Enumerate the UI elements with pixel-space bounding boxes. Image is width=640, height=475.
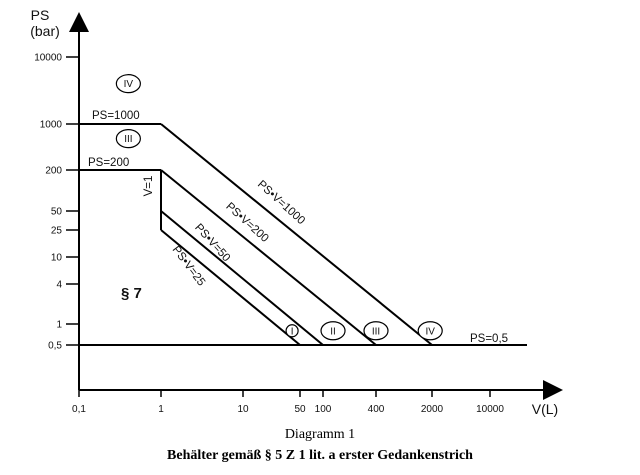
y-tick-label: 1000: [40, 120, 63, 131]
category-circle: [363, 321, 389, 341]
series-line: [160, 210, 324, 346]
y-tick-label: 10000: [34, 53, 62, 64]
x-tick-label: 10000: [476, 404, 504, 415]
category-label: I: [291, 326, 294, 337]
y-axis-title-line1: PS: [31, 7, 50, 23]
annotation-label: PS•V=25: [170, 244, 208, 288]
category-circle: [115, 129, 141, 149]
category-circle: [320, 321, 346, 341]
x-tick-label: 0,1: [72, 404, 86, 415]
x-tick-label: 100: [315, 404, 332, 415]
series-line: [160, 229, 301, 346]
y-tick-label: 0,5: [48, 341, 62, 352]
category-circle: [115, 74, 141, 94]
y-tick-label: 25: [51, 226, 63, 237]
x-tick-label: 1: [158, 404, 164, 415]
y-tick-label: 200: [45, 166, 62, 177]
annotation-label: PS=200: [88, 157, 129, 169]
series-line: [160, 169, 377, 346]
y-tick-label: 10: [51, 253, 63, 264]
ticks: 0,5 1 4 10 25 50 200 1000 10000 0,1 1 10 50 100 400 200…: [34, 53, 504, 416]
y-tick-label: 4: [56, 280, 62, 291]
annotation-label: PS=0,5: [470, 333, 508, 345]
axes: [69, 12, 563, 400]
x-tick-label: 2000: [421, 404, 444, 415]
y-tick-label: 1: [56, 320, 62, 331]
x-tick-label: 400: [368, 404, 385, 415]
caption: Diagramm 1: [284, 427, 356, 442]
category-chart: PS (bar) V(L) 0,5 1 4 10 25 50 200 1000 10000 0,1…: [30, 7, 563, 417]
category-label: III: [124, 134, 132, 145]
category-label: IV: [425, 326, 435, 337]
annotation-label: PS=1000: [92, 110, 140, 122]
y-axis-title-line2: (bar): [30, 23, 60, 39]
x-tick-label: 50: [294, 404, 306, 415]
category-label: II: [330, 326, 336, 337]
series-line: [160, 123, 433, 346]
annotation-label: § 7: [121, 285, 142, 302]
x-tick-label: 10: [237, 404, 249, 415]
annotation-label: PS•V=1000: [255, 178, 307, 227]
category-circle: [417, 321, 443, 341]
category-label: IV: [124, 79, 134, 90]
y-tick-label: 50: [51, 207, 63, 218]
category-label: III: [372, 326, 380, 337]
x-axis-title: V(L): [532, 401, 558, 417]
series-lines: [79, 123, 527, 346]
category-circle: [285, 324, 299, 338]
subcaption: Behälter gemäß § 5 Z 1 lit. a erster Ged…: [167, 448, 473, 463]
annotation-label: V=1: [143, 176, 155, 197]
